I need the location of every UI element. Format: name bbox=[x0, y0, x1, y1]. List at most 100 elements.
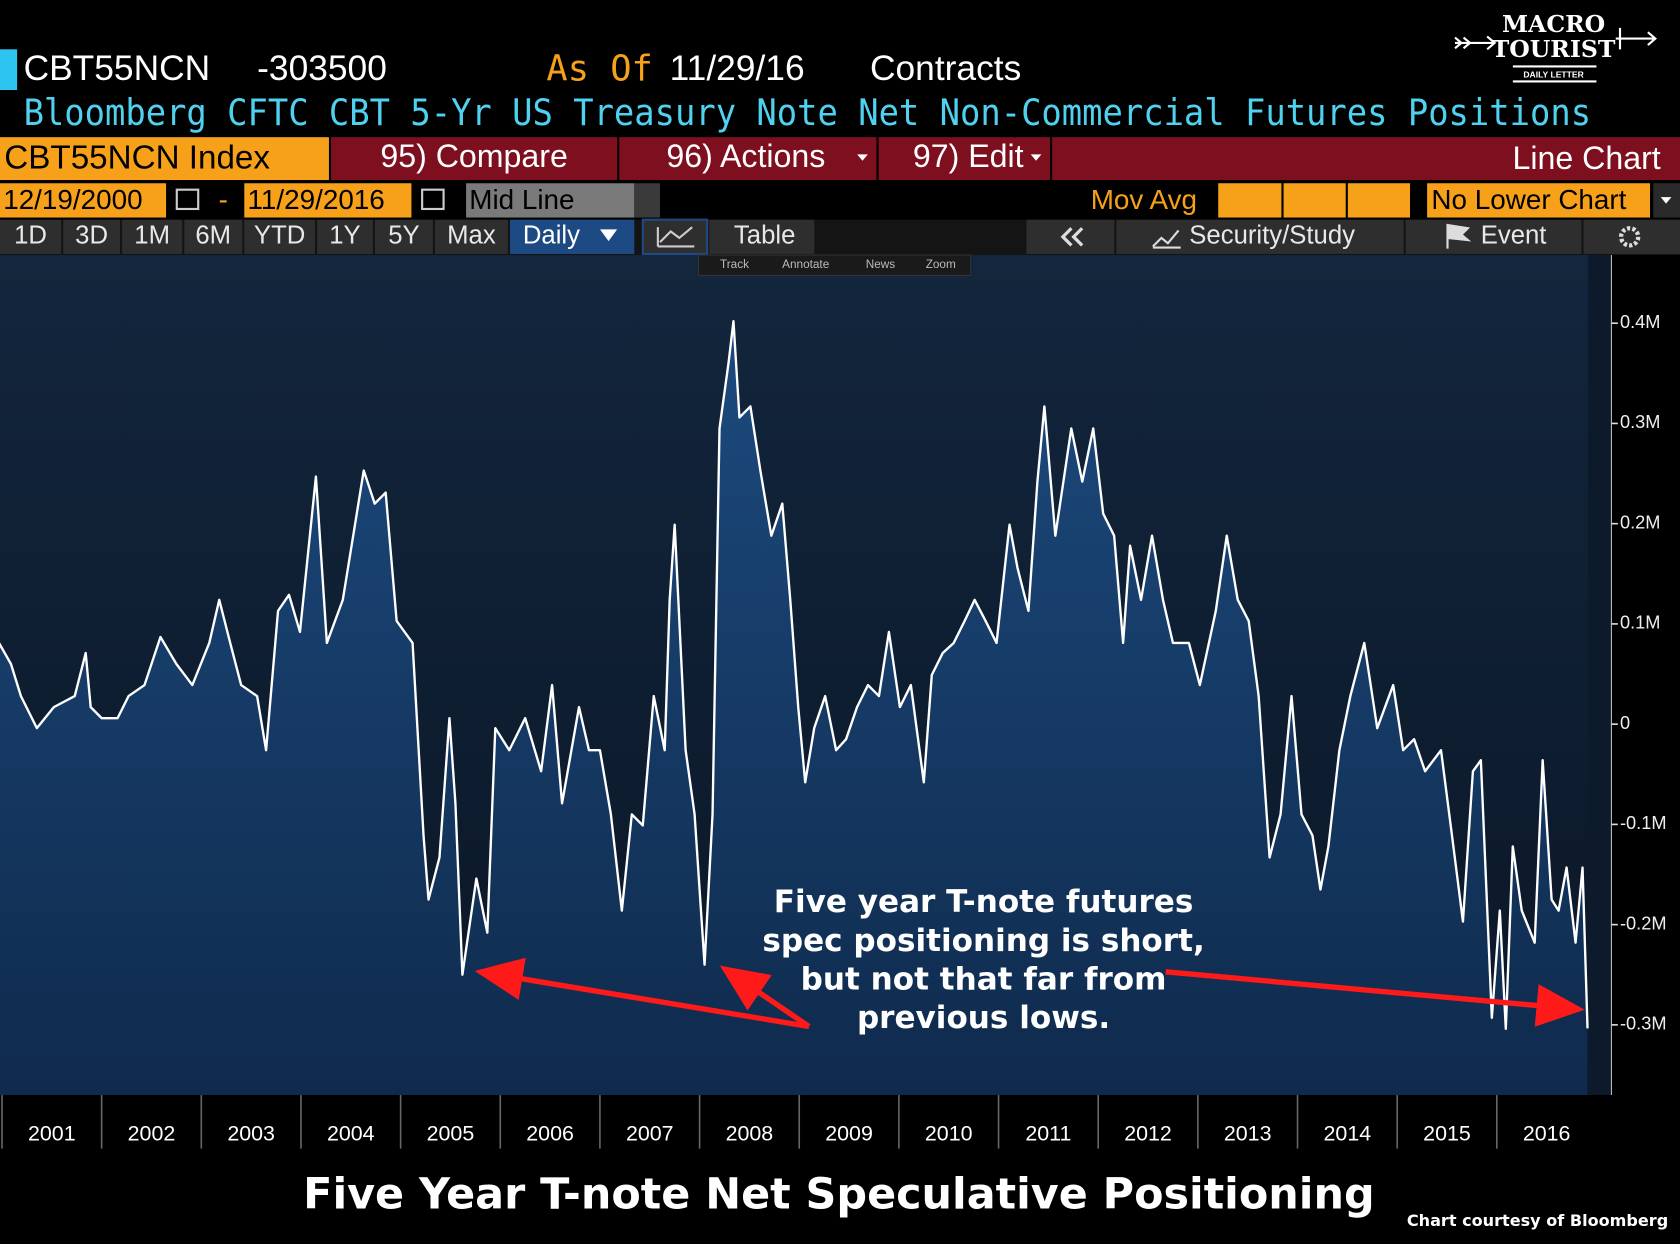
edit-button[interactable]: 97) Edit bbox=[913, 138, 1024, 174]
x-tick-label: 2004 bbox=[327, 1121, 375, 1145]
period-button[interactable]: 6M bbox=[195, 222, 231, 250]
plot-margin bbox=[1587, 255, 1612, 1096]
mode-dropdown[interactable] bbox=[634, 183, 660, 218]
area bbox=[0, 321, 1588, 1096]
y-tick-label: -0.3M bbox=[1620, 1014, 1667, 1034]
annotation-arrow bbox=[474, 957, 810, 1030]
frequency-box[interactable] bbox=[510, 219, 635, 254]
period-box[interactable] bbox=[63, 219, 120, 254]
period-buttons: 1D 3D 1M 6M YTD 1Y 5Y Max bbox=[0, 219, 508, 254]
chart-title: Five Year T-note Net Speculative Positio… bbox=[303, 1169, 1375, 1219]
event-button[interactable]: Event bbox=[1481, 222, 1547, 250]
period-button[interactable]: 1D bbox=[14, 222, 47, 250]
chart-tools bbox=[698, 254, 972, 276]
period-box[interactable] bbox=[0, 219, 62, 254]
compare-button[interactable]: 95) Compare bbox=[380, 138, 567, 174]
x-tick-label: 2011 bbox=[1025, 1121, 1071, 1145]
y-tick-label: -0.1M bbox=[1620, 813, 1667, 833]
x-tick-label: 2007 bbox=[626, 1121, 674, 1145]
mov-avg-box[interactable] bbox=[1347, 183, 1410, 218]
dropdown-arrow bbox=[600, 229, 618, 242]
logo-line2: TOURIST bbox=[1492, 35, 1616, 63]
mov-avg-box[interactable] bbox=[1218, 183, 1282, 218]
chart-type[interactable]: Line Chart bbox=[1512, 140, 1660, 176]
y-tick-label: 0.3M bbox=[1620, 412, 1660, 432]
logo-tagline: DAILY LETTER bbox=[1523, 69, 1584, 79]
frequency[interactable]: Daily bbox=[523, 222, 580, 250]
logo: MACRO TOURIST DAILY LETTER bbox=[1454, 10, 1658, 83]
table-button[interactable]: Table bbox=[734, 222, 795, 250]
period-box[interactable] bbox=[122, 219, 183, 254]
credit: Chart courtesy of Bloomberg bbox=[1407, 1211, 1668, 1230]
security-study-button[interactable]: Security/Study bbox=[1189, 222, 1355, 250]
range-dash: - bbox=[219, 184, 228, 215]
calendar-icon[interactable] bbox=[421, 188, 445, 211]
security[interactable]: CBT55NCN Index bbox=[4, 139, 270, 176]
end-date[interactable]: 11/29/2016 bbox=[247, 184, 384, 215]
chart-icon-button[interactable] bbox=[641, 218, 709, 256]
end-date-box[interactable] bbox=[244, 183, 412, 218]
x-axis-band bbox=[0, 1095, 1680, 1149]
period-button[interactable]: 1Y bbox=[329, 222, 360, 250]
dropdown-arrow bbox=[1030, 154, 1042, 161]
collapse-button[interactable] bbox=[1026, 219, 1115, 254]
y-tick-label: -0.2M bbox=[1620, 913, 1667, 933]
axes: 0.4M 0.3M 0.2M 0.1M 0 -0.1M -0.2M -0.3M 2001 2002… bbox=[1, 312, 1667, 1149]
x-tick-label: 2003 bbox=[227, 1121, 275, 1145]
units: Contracts bbox=[870, 49, 1021, 88]
period-box[interactable] bbox=[435, 219, 508, 254]
logo-line1: MACRO bbox=[1502, 10, 1605, 38]
study-icon bbox=[1152, 229, 1181, 249]
x-tick-label: 2009 bbox=[825, 1121, 873, 1145]
chart-tool[interactable]: Zoom bbox=[926, 258, 956, 271]
security-box[interactable] bbox=[0, 137, 329, 181]
chart-icon bbox=[656, 226, 695, 248]
y-tick-label: 0.1M bbox=[1620, 613, 1660, 633]
mov-avg-box[interactable] bbox=[1283, 183, 1346, 218]
settings-icon bbox=[1618, 226, 1641, 248]
y-tick-label: 0 bbox=[1620, 713, 1630, 733]
period-button[interactable]: YTD bbox=[254, 222, 305, 250]
start-date[interactable]: 12/19/2000 bbox=[3, 184, 142, 215]
x-tick-label: 2002 bbox=[128, 1121, 176, 1145]
mode[interactable]: Mid Line bbox=[469, 184, 574, 215]
x-tick-label: 2015 bbox=[1423, 1121, 1471, 1145]
period-button[interactable]: Max bbox=[447, 222, 496, 250]
period-box[interactable] bbox=[184, 219, 243, 254]
chart-tool[interactable]: Annotate bbox=[782, 258, 830, 271]
start-date-box[interactable] bbox=[0, 183, 167, 218]
chart-tool[interactable]: News bbox=[866, 258, 896, 271]
event-box[interactable] bbox=[1405, 219, 1582, 254]
menu-bar bbox=[331, 137, 1680, 181]
settings-box[interactable] bbox=[1583, 219, 1680, 254]
annotation-arrow bbox=[719, 965, 811, 1029]
x-tick-label: 2008 bbox=[726, 1121, 774, 1145]
collapse-icon bbox=[1060, 227, 1084, 247]
mode-box[interactable] bbox=[466, 183, 635, 218]
x-tick-label: 2012 bbox=[1124, 1121, 1172, 1145]
as-of-date: 11/29/16 bbox=[670, 49, 805, 88]
period-button[interactable]: 3D bbox=[75, 222, 108, 250]
last-value: -303500 bbox=[257, 49, 387, 88]
description: Bloomberg CFTC CBT 5-Yr US Treasury Note… bbox=[24, 91, 1592, 134]
table-box[interactable] bbox=[709, 219, 815, 254]
chart-tool[interactable]: Track bbox=[720, 258, 749, 271]
calendar-icon[interactable] bbox=[175, 188, 200, 211]
x-tick-label: 2013 bbox=[1224, 1121, 1272, 1145]
y-tick-label: 0.4M bbox=[1620, 312, 1660, 332]
lower-chart-box[interactable] bbox=[1427, 183, 1650, 218]
annotation-text: Five year T-note futures bbox=[774, 884, 1194, 920]
ticker: CBT55NCN bbox=[24, 49, 211, 88]
actions-button[interactable]: 96) Actions bbox=[666, 138, 825, 174]
period-button[interactable]: 5Y bbox=[388, 222, 419, 250]
event-icon bbox=[1446, 223, 1472, 249]
period-box[interactable] bbox=[375, 219, 433, 254]
lower-chart[interactable]: No Lower Chart bbox=[1431, 184, 1626, 215]
line bbox=[0, 320, 1589, 1031]
dropdown-arrow bbox=[857, 154, 868, 161]
period-box[interactable] bbox=[244, 219, 315, 254]
period-button[interactable]: 1M bbox=[134, 222, 170, 250]
period-box[interactable] bbox=[317, 219, 373, 254]
annotation-arrow bbox=[1165, 969, 1585, 1027]
